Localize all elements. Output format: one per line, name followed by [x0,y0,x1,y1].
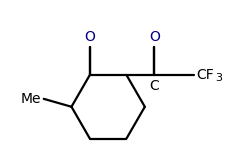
Text: CF: CF [196,68,214,82]
Text: 3: 3 [215,73,222,83]
Text: Me: Me [20,92,41,106]
Text: O: O [149,30,160,44]
Text: O: O [84,30,95,44]
Text: C: C [149,79,159,93]
